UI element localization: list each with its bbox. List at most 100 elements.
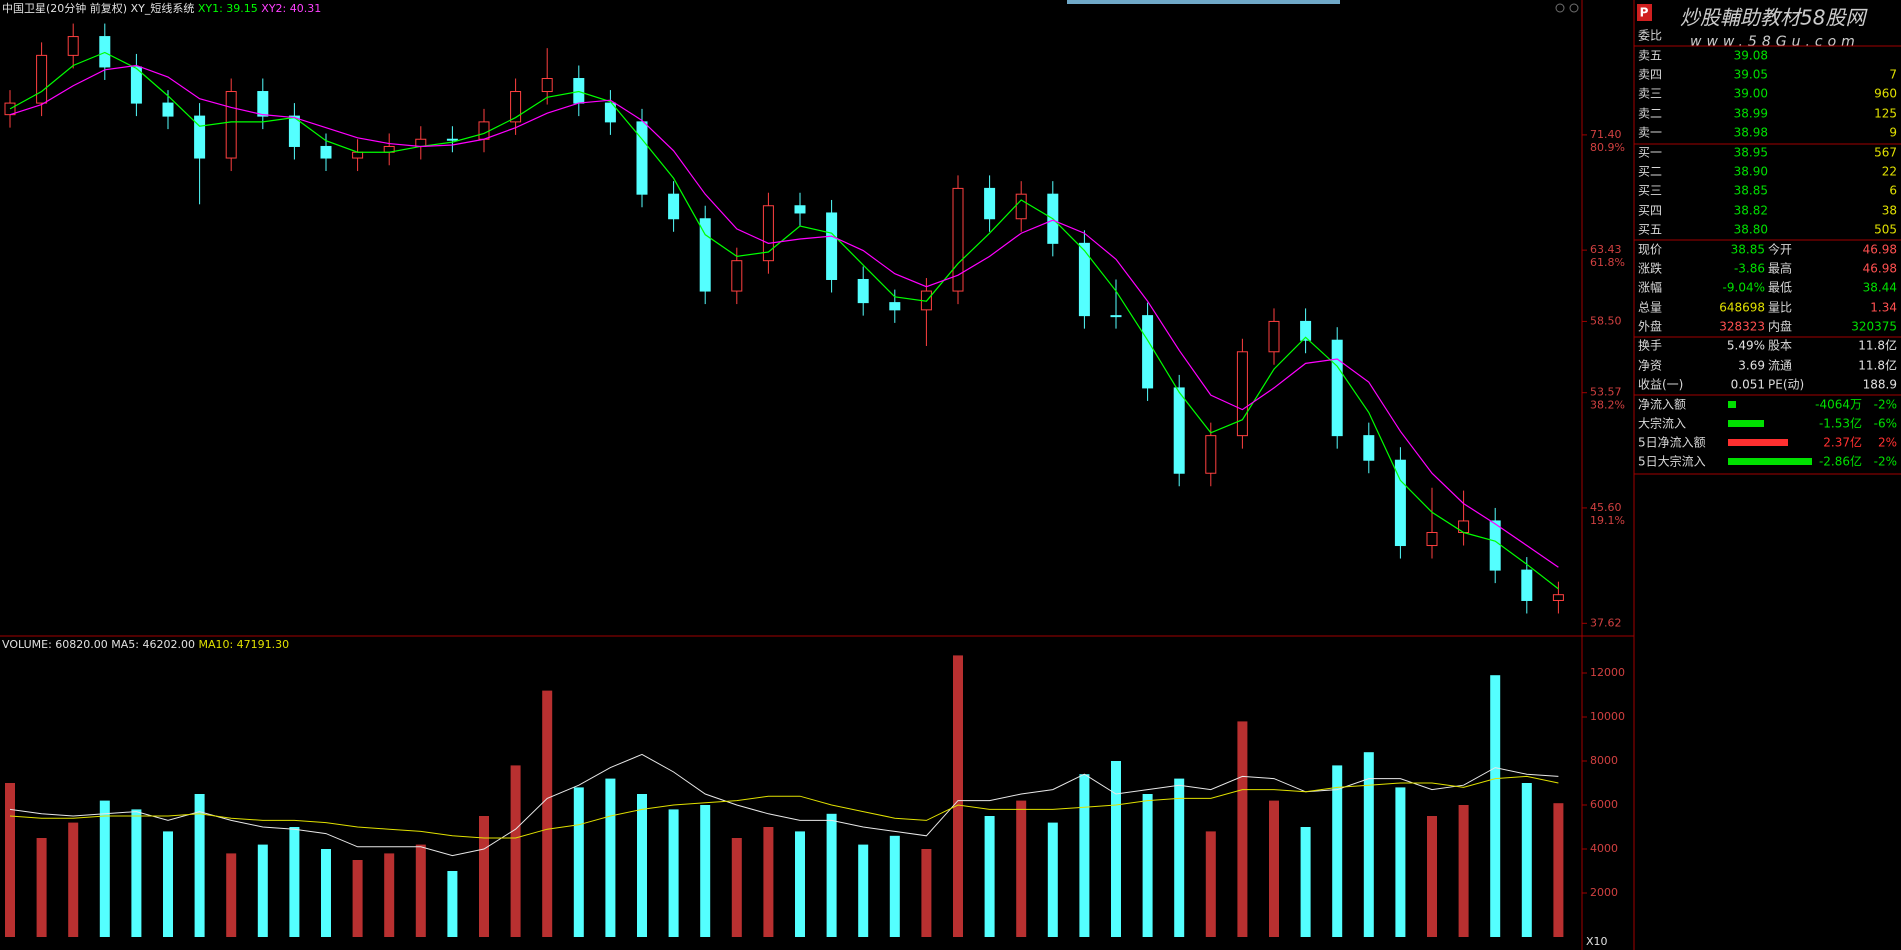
- book-label: 买一: [1638, 146, 1662, 160]
- book-label: 买二: [1638, 165, 1662, 179]
- icon[interactable]: [1569, 3, 1579, 13]
- volume-bar: [889, 835, 900, 937]
- book-label: 买四: [1638, 204, 1662, 218]
- fib-label: 61.8%: [1590, 256, 1625, 269]
- xy1-label: XY1: 39.15: [198, 2, 258, 15]
- icon[interactable]: [1555, 3, 1565, 13]
- volume-bar: [542, 690, 553, 937]
- y-tick-label: 4000: [1590, 842, 1618, 855]
- candle-body: [604, 102, 616, 123]
- volume-bar: [1395, 787, 1406, 937]
- volume-bar: [1142, 794, 1153, 937]
- candle-body: [352, 151, 364, 159]
- volume-bar: [5, 783, 15, 937]
- candle-body: [1173, 387, 1185, 474]
- book-qty: 960: [1874, 87, 1897, 101]
- y-tick-label: 2000: [1590, 886, 1618, 899]
- candle-body: [573, 78, 585, 104]
- top-tab[interactable]: [1067, 0, 1340, 4]
- stat-value: 38.44: [1863, 281, 1897, 295]
- panel-separators: [1634, 45, 1901, 475]
- stat-value: 11.8亿: [1858, 338, 1897, 353]
- candle-body: [1552, 594, 1564, 601]
- flow-label: 5日大宗流入: [1638, 454, 1706, 469]
- volume-bar: [1237, 721, 1248, 937]
- book-price: 38.85: [1734, 184, 1768, 198]
- stat-label: 收益(一): [1638, 378, 1683, 392]
- volume-bar: [637, 794, 647, 937]
- candle-body: [320, 145, 332, 159]
- candle-body: [162, 102, 174, 117]
- candle-body: [1142, 315, 1154, 389]
- volume-title: VOLUME: 60820.00: [2, 638, 108, 651]
- candle-body: [826, 212, 838, 280]
- stat-label: 股本: [1768, 339, 1792, 353]
- candle-body: [1489, 520, 1501, 571]
- candle-body: [225, 91, 237, 159]
- y-tick-label: 12000: [1590, 666, 1625, 679]
- stat-value: 11.8亿: [1858, 358, 1897, 373]
- volume-bar: [36, 838, 47, 937]
- watermark-url: www.58Gu.com: [1690, 34, 1860, 50]
- candle-body: [1331, 339, 1343, 437]
- stat-label: PE(动): [1768, 378, 1804, 392]
- volume-ma-line: [9, 753, 1559, 857]
- logo-box: [1637, 4, 1652, 21]
- flow-label: 大宗流入: [1638, 416, 1686, 431]
- volume-bar: [352, 860, 363, 937]
- y-tick-label: 6000: [1590, 798, 1618, 811]
- book-qty: 6: [1889, 184, 1897, 198]
- y-tick-label: 71.40: [1590, 128, 1622, 141]
- candle-body: [1300, 320, 1312, 341]
- stat-value: 188.9: [1863, 378, 1897, 392]
- book-price: 38.80: [1734, 223, 1768, 237]
- book-price: 39.08: [1734, 49, 1768, 63]
- volume-bar: [1490, 675, 1501, 937]
- book-label: 买五: [1638, 223, 1662, 237]
- candle-body: [1078, 242, 1090, 317]
- volume-bar: [1363, 752, 1374, 937]
- volume-bar: [1300, 827, 1311, 937]
- candle-body: [699, 218, 711, 292]
- stat-value: 1.34: [1870, 301, 1897, 315]
- book-qty: 22: [1882, 165, 1897, 179]
- book-label: 卖五: [1638, 49, 1662, 63]
- volume-ma-line: [9, 775, 1559, 839]
- volume-bar: [763, 827, 774, 937]
- y-tick-label: 45.60: [1590, 501, 1622, 514]
- volume-bar: [1269, 800, 1279, 937]
- fib-label: 19.1%: [1590, 514, 1625, 527]
- book-label: 卖一: [1638, 126, 1662, 140]
- stat-label: 最低: [1768, 281, 1792, 295]
- volume-bar: [1205, 831, 1216, 937]
- volume-bar: [1047, 822, 1058, 937]
- flow-value: -1.53亿: [1819, 416, 1862, 431]
- book-qty: 505: [1874, 223, 1897, 237]
- flow-bar: [1728, 401, 1736, 408]
- flow-bar: [1728, 420, 1764, 427]
- volume-bar: [921, 849, 932, 937]
- ma10-label: MA10: 47191.30: [198, 638, 289, 651]
- logo: P: [1640, 6, 1649, 20]
- book-qty: 7: [1889, 68, 1897, 82]
- stat-label: 换手: [1638, 339, 1662, 353]
- book-price: 38.99: [1734, 107, 1768, 121]
- candle-body: [794, 205, 806, 214]
- candle-body: [1426, 532, 1438, 547]
- candle-body: [1110, 315, 1122, 318]
- y-tick-label: 63.43: [1590, 243, 1622, 256]
- stat-value: 3.69: [1738, 359, 1765, 373]
- stat-label: 涨幅: [1638, 280, 1662, 295]
- candle-body: [984, 187, 996, 220]
- candle-body: [857, 278, 869, 304]
- stat-label: 外盘: [1638, 319, 1662, 334]
- book-label: 买三: [1638, 184, 1662, 198]
- candle-body: [1236, 351, 1248, 437]
- stat-label: 总量: [1638, 301, 1662, 315]
- stat-label: 内盘: [1768, 319, 1792, 334]
- flow-pct: -6%: [1874, 417, 1897, 431]
- book-qty: 125: [1874, 107, 1897, 121]
- flow-bar: [1728, 458, 1812, 465]
